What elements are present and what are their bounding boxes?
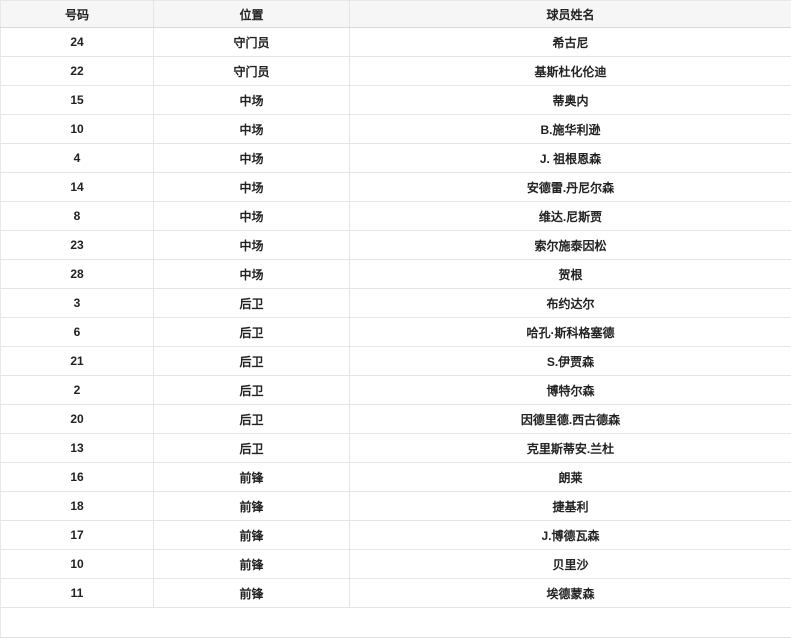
cell-position: 守门员 <box>153 56 350 86</box>
cell-name: 埃德蒙森 <box>349 578 791 608</box>
table-row: 28 中场 贺根 <box>0 259 791 289</box>
table-row: 13 后卫 克里斯蒂安.兰杜 <box>0 433 791 463</box>
table-row: 21 后卫 S.伊贾森 <box>0 346 791 376</box>
table-row: 11 前锋 埃德蒙森 <box>0 578 791 608</box>
cell-position: 前锋 <box>153 462 350 492</box>
cell-position: 中场 <box>153 114 350 144</box>
column-header-number: 号码 <box>0 0 154 28</box>
cell-name: 安德雷.丹尼尔森 <box>349 172 791 202</box>
cell-name: 希古尼 <box>349 27 791 57</box>
table-row: 6 后卫 哈孔·斯科格塞德 <box>0 317 791 347</box>
table-row: 14 中场 安德雷.丹尼尔森 <box>0 172 791 202</box>
cell-position: 后卫 <box>153 288 350 318</box>
table-row: 22 守门员 基斯杜化伦迪 <box>0 56 791 86</box>
table-row: 18 前锋 捷基利 <box>0 491 791 521</box>
cell-number: 23 <box>0 230 154 260</box>
cell-number: 10 <box>0 114 154 144</box>
cell-position: 中场 <box>153 201 350 231</box>
footer-empty-cell <box>0 607 791 638</box>
cell-position: 中场 <box>153 172 350 202</box>
cell-position: 前锋 <box>153 491 350 521</box>
cell-position: 后卫 <box>153 433 350 463</box>
table-row: 3 后卫 布约达尔 <box>0 288 791 318</box>
cell-name: J. 祖根恩森 <box>349 143 791 173</box>
cell-number: 11 <box>0 578 154 608</box>
cell-number: 20 <box>0 404 154 434</box>
cell-number: 24 <box>0 27 154 57</box>
cell-number: 21 <box>0 346 154 376</box>
cell-number: 8 <box>0 201 154 231</box>
cell-number: 2 <box>0 375 154 405</box>
cell-position: 后卫 <box>153 317 350 347</box>
cell-number: 3 <box>0 288 154 318</box>
table-row: 10 前锋 贝里沙 <box>0 549 791 579</box>
cell-number: 28 <box>0 259 154 289</box>
cell-name: 因德里德.西古德森 <box>349 404 791 434</box>
table-row: 17 前锋 J.博德瓦森 <box>0 520 791 550</box>
cell-name: 博特尔森 <box>349 375 791 405</box>
table-row: 10 中场 B.施华利逊 <box>0 114 791 144</box>
table-row: 8 中场 维达.尼斯贾 <box>0 201 791 231</box>
table-row: 20 后卫 因德里德.西古德森 <box>0 404 791 434</box>
cell-number: 16 <box>0 462 154 492</box>
table-header-row: 号码 位置 球员姓名 <box>0 0 791 28</box>
cell-name: 索尔施泰因松 <box>349 230 791 260</box>
cell-name: B.施华利逊 <box>349 114 791 144</box>
cell-name: 克里斯蒂安.兰杜 <box>349 433 791 463</box>
cell-position: 中场 <box>153 230 350 260</box>
cell-name: J.博德瓦森 <box>349 520 791 550</box>
table-row: 24 守门员 希古尼 <box>0 27 791 57</box>
table-row: 4 中场 J. 祖根恩森 <box>0 143 791 173</box>
cell-name: S.伊贾森 <box>349 346 791 376</box>
table-footer-row <box>0 607 791 638</box>
cell-name: 朗莱 <box>349 462 791 492</box>
cell-number: 6 <box>0 317 154 347</box>
cell-number: 10 <box>0 549 154 579</box>
cell-name: 哈孔·斯科格塞德 <box>349 317 791 347</box>
cell-number: 4 <box>0 143 154 173</box>
cell-position: 守门员 <box>153 27 350 57</box>
cell-name: 维达.尼斯贾 <box>349 201 791 231</box>
cell-position: 中场 <box>153 259 350 289</box>
cell-number: 18 <box>0 491 154 521</box>
cell-position: 前锋 <box>153 578 350 608</box>
cell-number: 15 <box>0 85 154 115</box>
cell-position: 前锋 <box>153 520 350 550</box>
table-row: 23 中场 索尔施泰因松 <box>0 230 791 260</box>
cell-position: 后卫 <box>153 375 350 405</box>
cell-name: 贝里沙 <box>349 549 791 579</box>
cell-number: 17 <box>0 520 154 550</box>
table-row: 2 后卫 博特尔森 <box>0 375 791 405</box>
cell-name: 蒂奥内 <box>349 85 791 115</box>
cell-position: 后卫 <box>153 404 350 434</box>
column-header-position: 位置 <box>153 0 350 28</box>
cell-position: 中场 <box>153 85 350 115</box>
cell-name: 贺根 <box>349 259 791 289</box>
cell-number: 22 <box>0 56 154 86</box>
cell-name: 基斯杜化伦迪 <box>349 56 791 86</box>
cell-number: 13 <box>0 433 154 463</box>
cell-name: 捷基利 <box>349 491 791 521</box>
cell-position: 中场 <box>153 143 350 173</box>
table-row: 15 中场 蒂奥内 <box>0 85 791 115</box>
cell-position: 前锋 <box>153 549 350 579</box>
column-header-name: 球员姓名 <box>349 0 791 28</box>
cell-number: 14 <box>0 172 154 202</box>
table-row: 16 前锋 朗莱 <box>0 462 791 492</box>
cell-name: 布约达尔 <box>349 288 791 318</box>
cell-position: 后卫 <box>153 346 350 376</box>
